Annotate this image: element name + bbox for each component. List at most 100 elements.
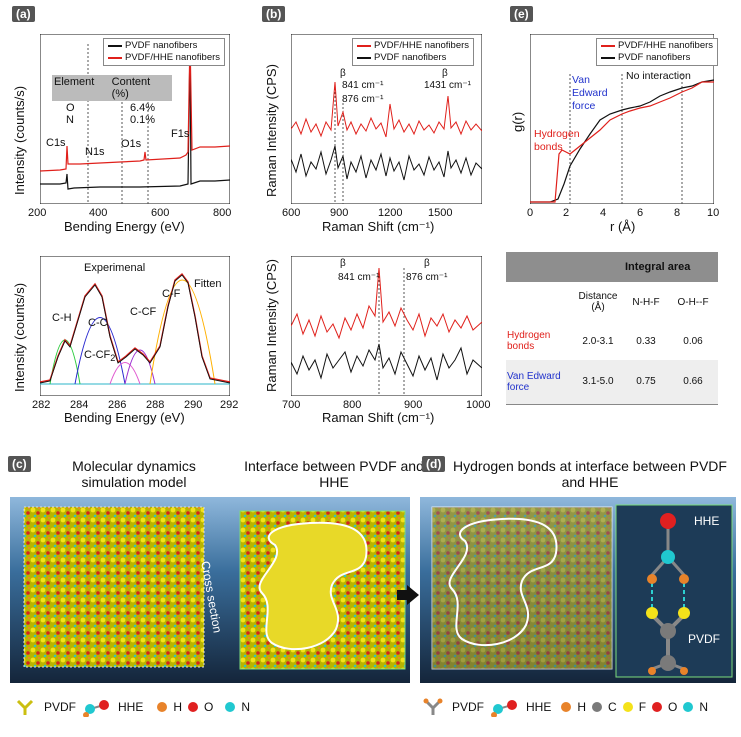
raman-top-xtick: 1200 bbox=[378, 207, 403, 219]
xps-c1s-xtick: 290 bbox=[184, 399, 203, 411]
integral-col-empty bbox=[506, 282, 572, 322]
xps-c1s-xtick: 286 bbox=[108, 399, 127, 411]
xps-c1s-ccf2-text: C-CF bbox=[84, 349, 111, 361]
fluorine-atom bbox=[646, 607, 658, 619]
xps-c1s-frame bbox=[39, 255, 231, 397]
raman-top-pvdf-line bbox=[290, 145, 483, 181]
xps-c1s-xtick: 284 bbox=[70, 399, 89, 411]
integral-row-nhf: 0.75 bbox=[636, 376, 656, 388]
panel-label-a: (a) bbox=[12, 6, 35, 22]
legend-d: PVDF HHE H C F O N bbox=[420, 697, 708, 717]
xps-survey-hhe-line bbox=[39, 38, 231, 172]
oxygen-ball-icon bbox=[652, 702, 663, 712]
integral-row-vanedward: Van Edward force 3.1-5.0 0.75 0.66 bbox=[506, 360, 718, 404]
raman-bottom-xtick: 800 bbox=[343, 399, 362, 411]
rdf-xtick: 6 bbox=[637, 207, 644, 219]
nitrogen-atom bbox=[661, 550, 675, 564]
xps-c1s-label-exp: Experimenal bbox=[84, 262, 146, 274]
xps-peak-c1s: C1s bbox=[46, 137, 66, 149]
raman-top-legend: PVDF/HHE nanofibers PVDF nanofibers bbox=[352, 38, 475, 66]
integral-row-name: Hydrogen bonds bbox=[507, 330, 551, 352]
legend-d-h: H bbox=[577, 700, 587, 714]
legend-c-pvdf: PVDF bbox=[44, 700, 77, 714]
carbon-ball-icon bbox=[592, 702, 603, 712]
raman-top-beta-1: β bbox=[340, 68, 346, 79]
md-d-cube-shade bbox=[432, 507, 612, 669]
panel-label-e: (e) bbox=[510, 6, 533, 22]
raman-bottom-xtick: 1000 bbox=[466, 399, 491, 411]
legend-swatch bbox=[108, 45, 122, 47]
xps-survey-pvdf-line bbox=[40, 43, 231, 190]
xps-survey-xtick: 600 bbox=[151, 207, 170, 219]
md-c-cube bbox=[23, 506, 205, 668]
rdf-ylabel: g(r) bbox=[510, 111, 525, 132]
md-d-pvdf-label: PVDF bbox=[688, 632, 721, 646]
md-c-title-right: Interface between PVDF and HHE bbox=[244, 458, 424, 490]
rdf-xtick: 0 bbox=[527, 207, 534, 219]
hydrogen-ball-icon bbox=[561, 702, 572, 712]
raman-bottom-xtick: 900 bbox=[404, 399, 423, 411]
legend-d-o: O bbox=[668, 700, 678, 714]
xps-c1s-label-ccf2: C-CF2 bbox=[84, 349, 115, 363]
legend-c-n: N bbox=[241, 700, 251, 714]
integral-row-nhf: 0.33 bbox=[636, 335, 656, 347]
md-c-scene bbox=[10, 497, 410, 683]
xps-row-value: 0.1% bbox=[130, 114, 156, 126]
raman-bottom-chart bbox=[290, 255, 483, 397]
legend-d-pvdf: PVDF bbox=[452, 700, 485, 714]
xps-survey-xtick: 400 bbox=[89, 207, 108, 219]
xps-c1s-xtick: 292 bbox=[220, 399, 239, 411]
xps-c1s-ch-component bbox=[49, 339, 81, 385]
raman-top-ann-1431: 1431 cm⁻¹ bbox=[424, 80, 471, 91]
md-d-svg bbox=[431, 504, 733, 678]
legend-entry: PVDF/HHE nanofibers bbox=[601, 40, 713, 52]
md-c-svg bbox=[23, 506, 406, 670]
rdf-legend: PVDF/HHE nanofibers PVDF nanofibers bbox=[596, 38, 719, 66]
raman-bottom-ylabel: Raman Intensity (CPS) bbox=[264, 259, 279, 392]
pvdf-molecule-icon bbox=[423, 698, 443, 715]
raman-bottom-beta-1: β bbox=[340, 258, 346, 269]
xps-c1s-xtick: 282 bbox=[32, 399, 51, 411]
xps-table-head-element: Element bbox=[54, 76, 95, 88]
md-d-zoom-box bbox=[615, 504, 733, 678]
carbon-atom bbox=[660, 623, 676, 639]
xps-c1s-svg bbox=[39, 255, 231, 397]
xps-c1s-label-ch: C-H bbox=[52, 312, 72, 324]
xps-survey-xtick: 800 bbox=[213, 207, 232, 219]
rdf-chart bbox=[529, 33, 715, 205]
legend-c-o: O bbox=[204, 700, 214, 714]
xps-row-value: 6.4% bbox=[130, 102, 156, 114]
xps-peak-f1s: F1s bbox=[171, 128, 190, 140]
integral-row-name: Van Edward force bbox=[507, 370, 561, 393]
xps-c1s-xlabel: Bending Energy (eV) bbox=[64, 410, 185, 425]
oxygen-ball-icon bbox=[188, 702, 199, 712]
integral-row-distance: 2.0-3.1 bbox=[582, 335, 614, 347]
rdf-xtick: 2 bbox=[563, 207, 570, 219]
rdf-xtick: 10 bbox=[707, 207, 720, 219]
legend-entry: PVDF/HHE nanofibers bbox=[108, 52, 220, 64]
raman-bottom-ann-841: 841 cm⁻¹ bbox=[338, 272, 380, 283]
fluorine-ball-icon bbox=[622, 702, 633, 712]
raman-top-xtick: 1500 bbox=[428, 207, 453, 219]
right-arrow-icon bbox=[397, 585, 419, 610]
legend-text: PVDF/HHE nanofibers bbox=[618, 40, 714, 51]
legend-entry: PVDF/HHE nanofibers bbox=[357, 40, 469, 52]
raman-top-xtick: 900 bbox=[330, 207, 349, 219]
raman-top-xtick: 600 bbox=[282, 207, 301, 219]
hydrogen-atom bbox=[680, 667, 688, 675]
carbon-atom bbox=[660, 655, 676, 671]
xps-c1s-label-ccf: C-CF bbox=[130, 306, 157, 318]
legend-swatch bbox=[108, 57, 122, 59]
md-d-scene bbox=[420, 497, 736, 683]
xps-c1s-label-cf: C-F bbox=[162, 288, 181, 300]
xps-c1s-cf-component bbox=[149, 279, 216, 385]
integral-row-distance: 3.1-5.0 bbox=[582, 376, 614, 388]
raman-bottom-svg bbox=[290, 255, 483, 397]
legend-d-n: N bbox=[699, 700, 709, 714]
integral-col-nhf: N-H-F bbox=[632, 296, 660, 308]
xps-row-element: N bbox=[66, 114, 74, 126]
xps-survey-xtick: 200 bbox=[28, 207, 47, 219]
integral-title: Integral area bbox=[625, 261, 691, 273]
panel-label-d: (d) bbox=[422, 456, 446, 472]
xps-table-row: N 0.1% bbox=[52, 114, 172, 126]
